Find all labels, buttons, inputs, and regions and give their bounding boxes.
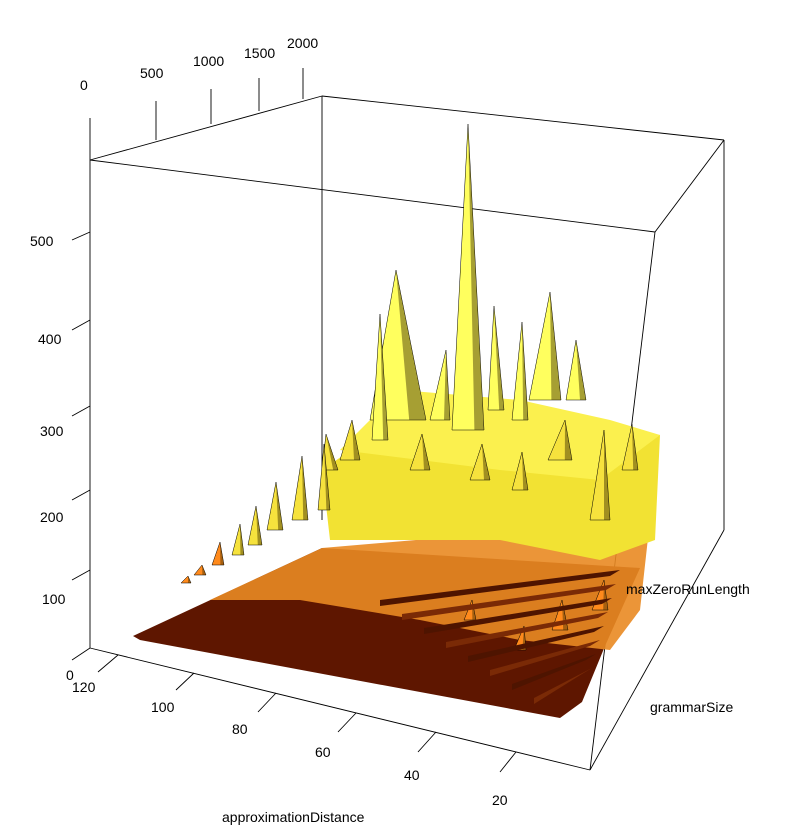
surface-peak-shade bbox=[256, 506, 262, 545]
box-front-edges bbox=[89, 529, 725, 771]
surface-peak bbox=[266, 481, 284, 531]
surface-peak bbox=[547, 419, 573, 461]
surface-peak bbox=[193, 564, 207, 576]
x-tick-20: 20 bbox=[492, 792, 508, 808]
surface-peak bbox=[511, 451, 529, 491]
z-tick-300: 300 bbox=[40, 423, 64, 439]
surface-peak-shade bbox=[422, 434, 430, 470]
surface-front-stripes bbox=[380, 570, 620, 704]
surface-peak-shade bbox=[604, 430, 610, 520]
surface-peak-shade bbox=[202, 565, 206, 575]
z-tick-0: 0 bbox=[66, 667, 74, 683]
top-axis: 0 500 1000 1500 2000 bbox=[80, 35, 318, 160]
surface-peak bbox=[511, 321, 529, 421]
surface-mesh bbox=[133, 123, 660, 718]
surface-peak-shade bbox=[564, 420, 572, 460]
surface-peak-shade bbox=[576, 340, 586, 400]
surface-peak-shade bbox=[632, 424, 638, 470]
surface-peak-shade bbox=[220, 542, 224, 565]
surface-peak bbox=[247, 505, 263, 546]
surface-peak bbox=[317, 443, 331, 511]
surface-mid-band bbox=[210, 520, 650, 650]
surface-stripe bbox=[380, 570, 620, 606]
surface-peak-shade bbox=[550, 292, 561, 400]
surface-peak bbox=[487, 305, 505, 411]
surface-peak-shade bbox=[468, 124, 484, 430]
surface-peak-shade bbox=[522, 452, 528, 490]
surface-peak-shade bbox=[324, 444, 330, 510]
surface-peak-shade bbox=[444, 350, 450, 420]
surface-peak bbox=[589, 429, 611, 521]
z-axis: 500 400 300 200 100 0 bbox=[30, 231, 91, 683]
x-tick-100: 100 bbox=[151, 699, 175, 715]
z-tick-400: 400 bbox=[38, 331, 62, 347]
surface-peak-shade bbox=[482, 444, 490, 480]
surface-peak bbox=[469, 443, 491, 481]
surface-stripe bbox=[402, 584, 616, 620]
surface-peak bbox=[528, 291, 562, 401]
surface-peak bbox=[180, 575, 192, 584]
surface-peak bbox=[339, 419, 361, 461]
surface-peak bbox=[565, 339, 587, 401]
surface-peak-shade bbox=[326, 434, 338, 470]
surface-peak-shade bbox=[302, 456, 308, 520]
surface-peak-shade bbox=[276, 482, 283, 530]
x-axis: 120 100 80 60 40 20 bbox=[72, 654, 517, 808]
top-tick-0: 0 bbox=[80, 77, 88, 93]
surface-peak bbox=[409, 433, 431, 471]
surface-stripe bbox=[446, 612, 608, 648]
surface-peak bbox=[621, 423, 639, 471]
surface-peak-shade bbox=[522, 322, 528, 420]
x-tick-80: 80 bbox=[232, 721, 248, 737]
top-tick-1500: 1500 bbox=[244, 45, 275, 61]
surface-peak bbox=[231, 523, 245, 556]
surface-stripe bbox=[512, 654, 596, 690]
z-tick-200: 200 bbox=[40, 509, 64, 525]
surface-peak-shade bbox=[240, 524, 244, 555]
y-axis-title: grammarSize bbox=[650, 699, 733, 715]
top-tick-2000: 2000 bbox=[287, 35, 318, 51]
x-tick-40: 40 bbox=[404, 767, 420, 783]
surface-peak-shade bbox=[494, 306, 504, 410]
top-tick-1000: 1000 bbox=[193, 53, 224, 69]
x-tick-60: 60 bbox=[315, 744, 331, 760]
top-tick-500: 500 bbox=[140, 65, 164, 81]
surface-peak-shade bbox=[352, 420, 360, 460]
box-back-edges bbox=[89, 95, 725, 771]
surface-peak bbox=[211, 541, 225, 566]
surface-peak bbox=[451, 123, 485, 431]
x-axis-title: approximationDistance bbox=[222, 809, 365, 825]
surface-peak bbox=[429, 349, 451, 421]
z-axis-title: maxZeroRunLength bbox=[626, 581, 750, 597]
surface-stripe bbox=[490, 640, 600, 676]
z-tick-500: 500 bbox=[30, 233, 54, 249]
surface-peak bbox=[291, 455, 309, 521]
x-tick-120: 120 bbox=[72, 679, 96, 695]
surface-peak-shade bbox=[188, 576, 191, 583]
surface-peak-shade bbox=[396, 270, 426, 420]
z-tick-100: 100 bbox=[42, 591, 66, 607]
surface-stripe bbox=[424, 598, 612, 634]
surface-peak-shade bbox=[380, 314, 388, 440]
surface-stripe bbox=[468, 626, 604, 662]
surface-peak bbox=[371, 313, 389, 441]
